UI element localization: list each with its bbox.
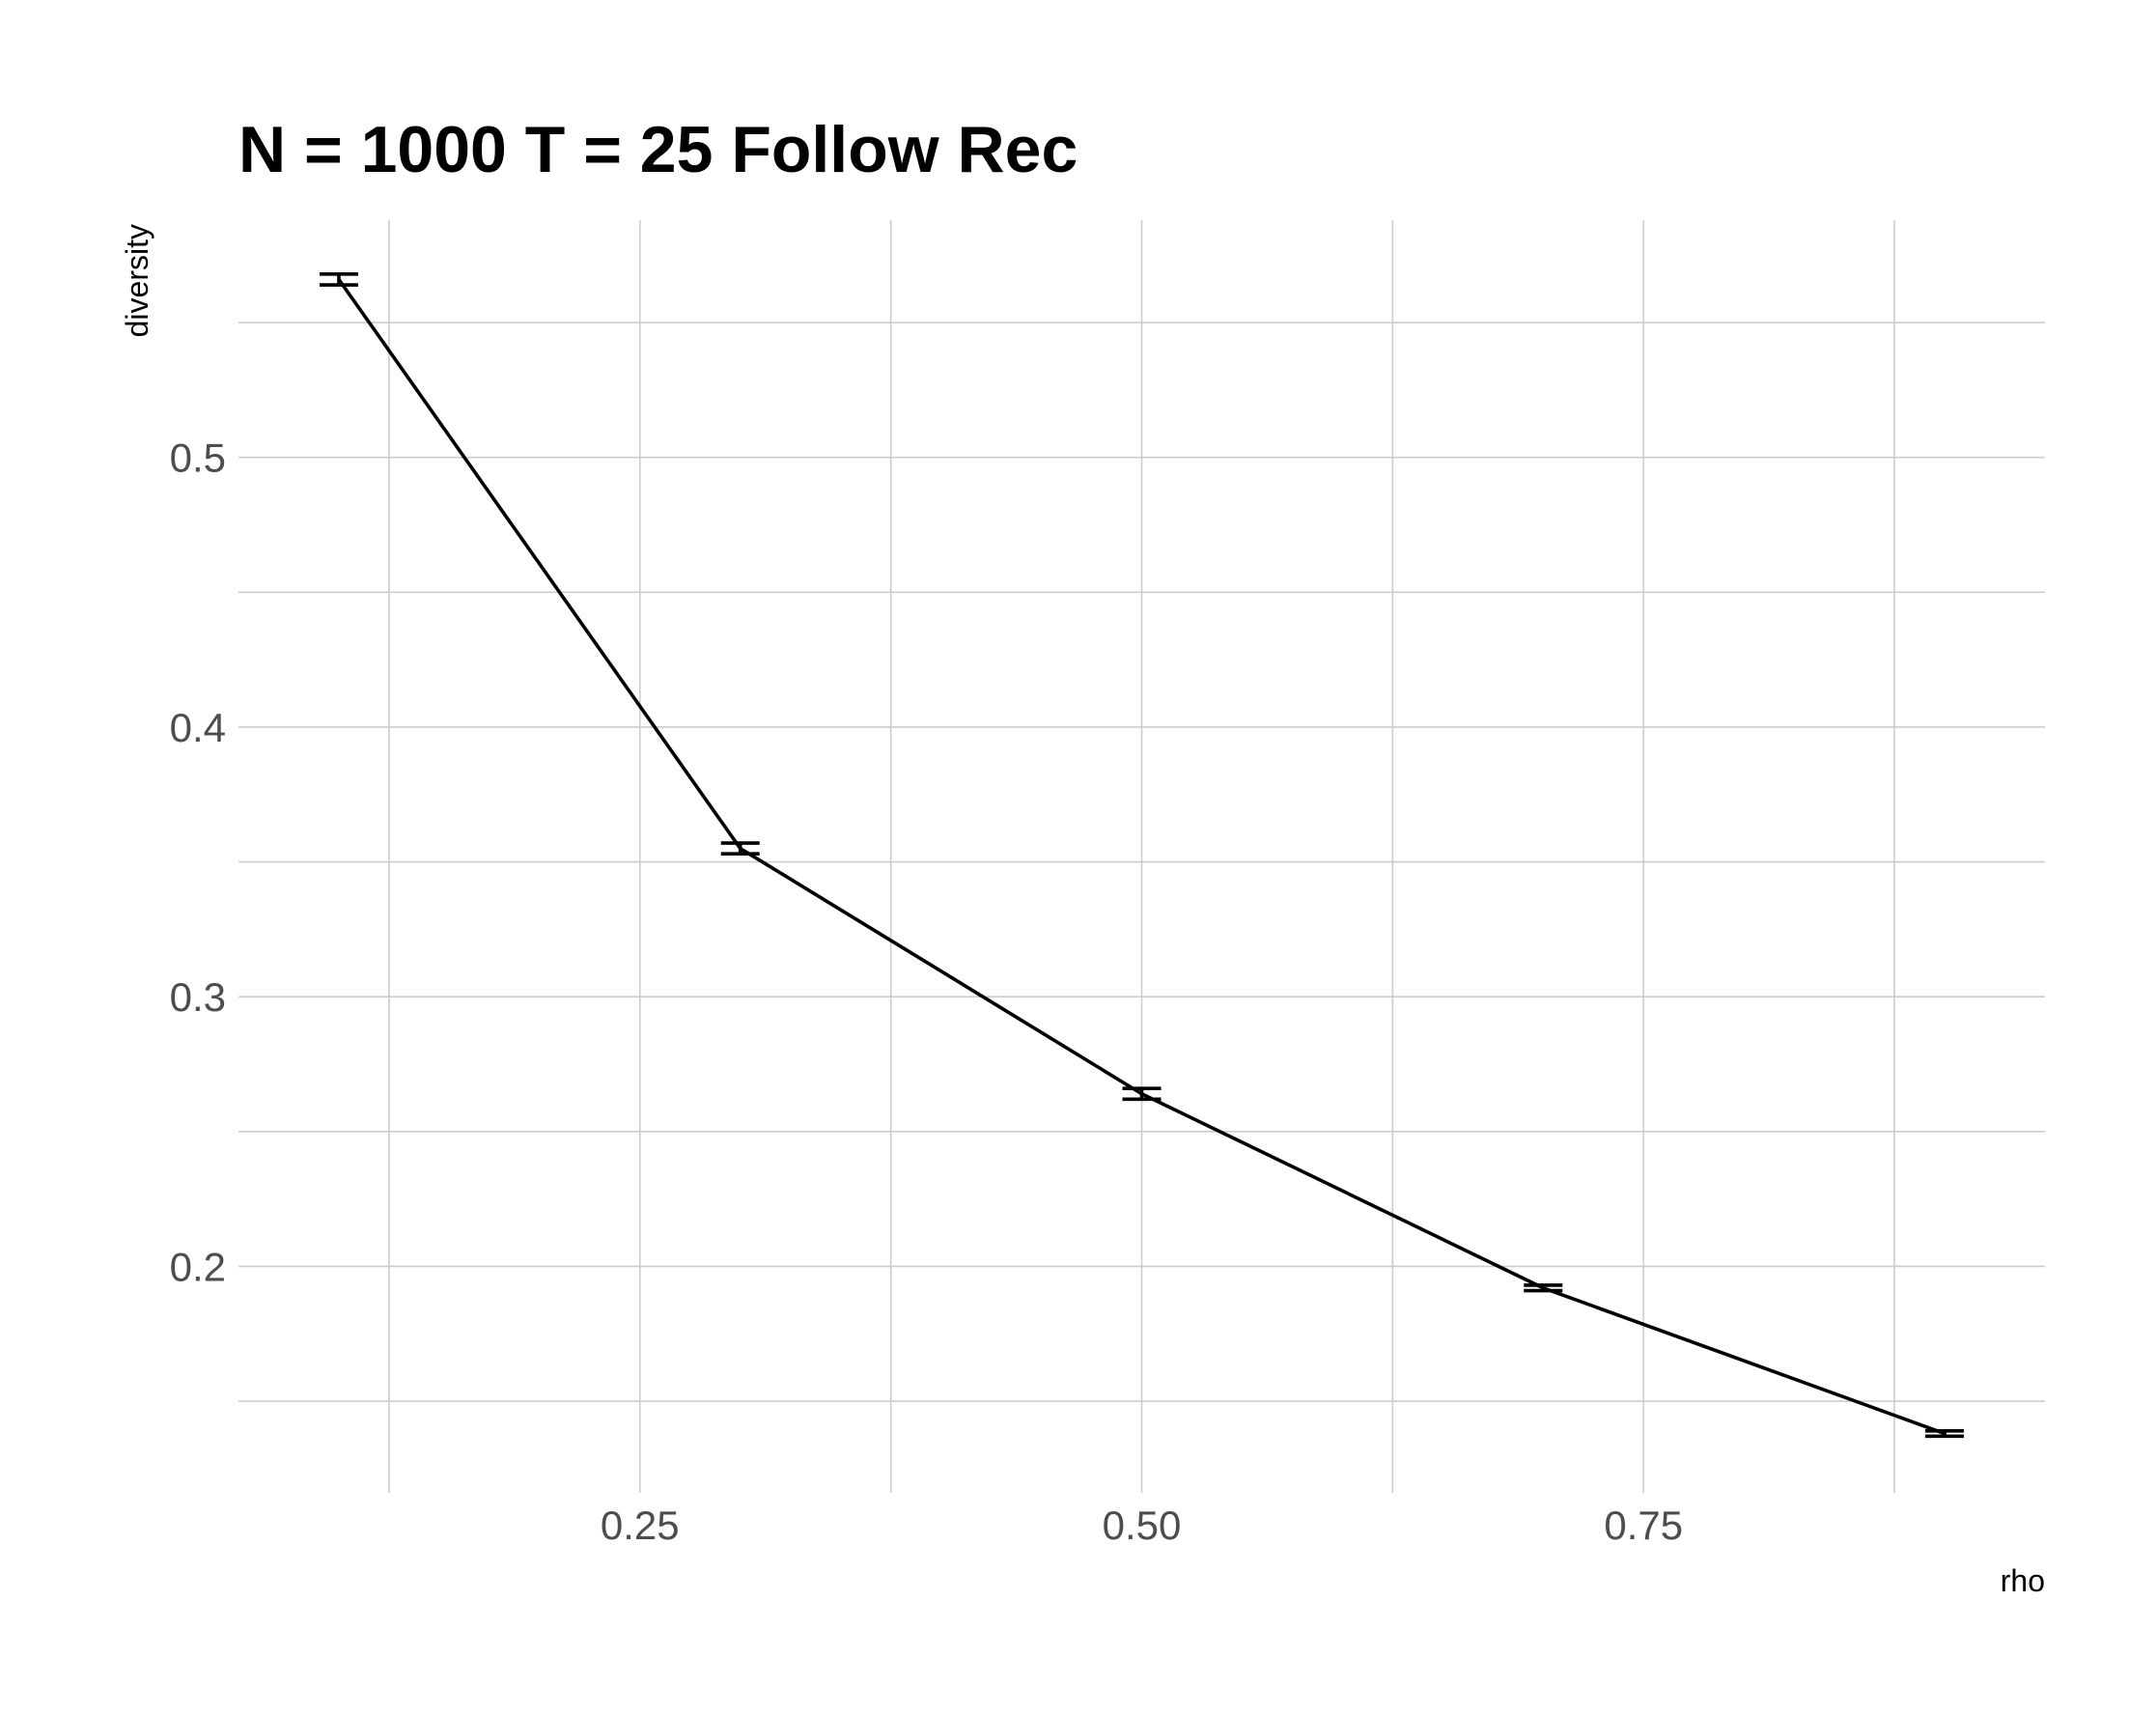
error-bar-1 (720, 841, 760, 857)
chart-title: N = 1000 T = 25 Follow Rec (238, 113, 1078, 186)
error-bar-4 (1925, 1428, 1965, 1439)
x-tick-label-1: 0.50 (1103, 1503, 1182, 1548)
y-tick-label-0: 0.2 (170, 1244, 226, 1289)
error-bar-2 (1122, 1086, 1162, 1102)
x-tick-label-0: 0.25 (601, 1503, 680, 1548)
tick-layer: 0.25 0.50 0.75 0.2 0.3 0.4 0.5 (170, 436, 1683, 1548)
series-layer (319, 272, 1965, 1439)
grid-layer (238, 220, 2045, 1493)
y-tick-label-3: 0.5 (170, 436, 226, 481)
y-axis-label: diversity (120, 224, 154, 337)
error-bar-0 (319, 272, 358, 287)
error-bar-3 (1524, 1283, 1563, 1293)
y-tick-label-1: 0.3 (170, 974, 226, 1020)
x-tick-label-2: 0.75 (1604, 1503, 1683, 1548)
x-axis-label: rho (2001, 1563, 2045, 1598)
y-tick-label-2: 0.4 (170, 705, 226, 750)
